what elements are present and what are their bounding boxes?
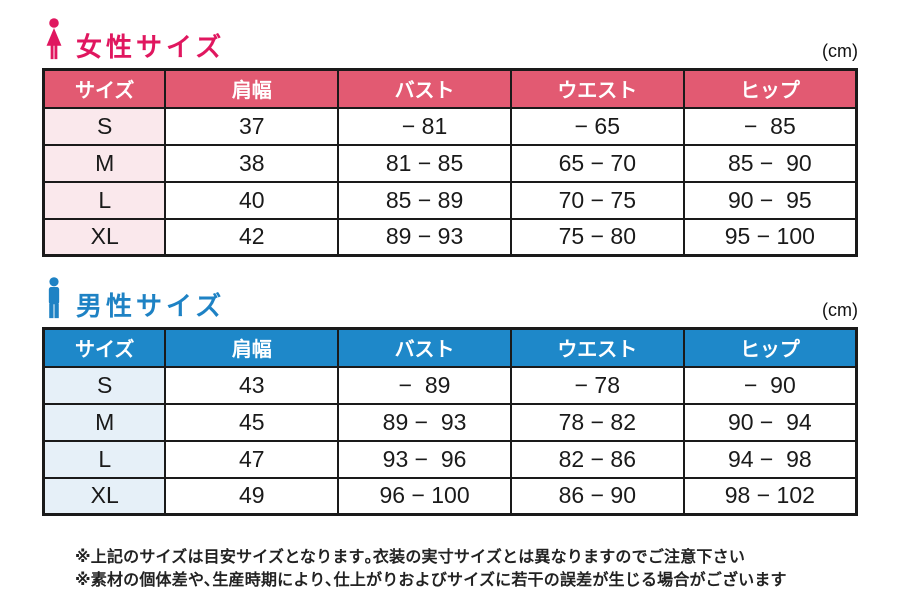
cell-shoulder: 45: [164, 402, 340, 442]
cell-bust: 89 − 93: [337, 217, 512, 257]
cell-hip: 95 − 100: [682, 217, 858, 257]
female-icon: [42, 18, 66, 62]
cell-shoulder: 47: [164, 439, 340, 479]
table-row: XL 49 96 − 100 86 − 90 98 − 102: [42, 476, 858, 516]
cell-shoulder: 43: [164, 365, 340, 405]
cell-hip: 98 − 102: [682, 476, 858, 516]
cell-size: XL: [42, 476, 167, 516]
col-header-bust: バスト: [337, 68, 512, 109]
table-row: L 40 85 − 89 70 − 75 90 − 95: [42, 180, 858, 220]
cell-size: S: [42, 106, 167, 146]
cell-shoulder: 38: [164, 143, 340, 183]
women-title-row: 女性サイズ (cm): [42, 18, 858, 62]
note-line: ※上記のサイズは目安サイズとなります｡衣装の実寸サイズとは異なりますのでご注意下…: [75, 549, 746, 566]
cell-size: M: [42, 402, 167, 442]
col-header-waist: ウエスト: [509, 68, 685, 109]
col-header-bust: バスト: [337, 327, 512, 368]
cell-shoulder: 37: [164, 106, 340, 146]
men-size-section: 男性サイズ (cm) サイズ 肩幅 バスト ウエスト ヒップ S 43: [42, 277, 858, 516]
cell-hip: 85 − 90: [682, 143, 858, 183]
cell-size: M: [42, 143, 167, 183]
cell-size: S: [42, 365, 167, 405]
women-header-row: サイズ 肩幅 バスト ウエスト ヒップ: [42, 68, 858, 109]
cell-bust: 85 − 89: [337, 180, 512, 220]
note-line: ※素材の個体差や､生産時期により､仕上がりおよびサイズに若干の誤差が生じる場合が…: [75, 572, 787, 590]
cell-waist: 78 − 82: [509, 402, 685, 442]
cell-size: XL: [42, 217, 167, 257]
table-row: XL 42 89 − 93 75 − 80 95 − 100: [42, 217, 858, 257]
cell-bust: − 81: [337, 106, 512, 146]
cell-hip: − 90: [682, 365, 858, 405]
col-header-size: サイズ: [42, 327, 167, 368]
cell-bust: 96 − 100: [337, 476, 512, 516]
cell-hip: − 85: [682, 106, 858, 146]
women-unit-label: (cm): [822, 41, 858, 61]
men-size-table: サイズ 肩幅 バスト ウエスト ヒップ S 43 − 89 − 78 − 90 …: [42, 327, 858, 516]
col-header-waist: ウエスト: [509, 327, 685, 368]
cell-waist: 70 − 75: [509, 180, 685, 220]
table-row: L 47 93 − 96 82 − 86 94 − 98: [42, 439, 858, 479]
cell-hip: 90 − 94: [682, 402, 858, 442]
women-size-table: サイズ 肩幅 バスト ウエスト ヒップ S 37 − 81 − 65 − 85 …: [42, 68, 858, 257]
men-unit-label: (cm): [822, 300, 858, 320]
col-header-hip: ヒップ: [682, 327, 858, 368]
men-header-row: サイズ 肩幅 バスト ウエスト ヒップ: [42, 327, 858, 368]
cell-hip: 94 − 98: [682, 439, 858, 479]
cell-shoulder: 42: [164, 217, 340, 257]
cell-size: L: [42, 180, 167, 220]
col-header-size: サイズ: [42, 68, 167, 109]
cell-shoulder: 40: [164, 180, 340, 220]
cell-size: L: [42, 439, 167, 479]
cell-shoulder: 49: [164, 476, 340, 516]
male-icon: [42, 277, 66, 321]
cell-hip: 90 − 95: [682, 180, 858, 220]
men-title-row: 男性サイズ (cm): [42, 277, 858, 321]
cell-waist: 82 − 86: [509, 439, 685, 479]
men-section-title: 男性サイズ: [76, 291, 226, 321]
cell-bust: 89 − 93: [337, 402, 512, 442]
table-row: M 38 81 − 85 65 − 70 85 − 90: [42, 143, 858, 183]
women-size-section: 女性サイズ (cm) サイズ 肩幅 バスト ウエスト ヒップ S 37: [42, 18, 858, 257]
table-row: S 37 − 81 − 65 − 85: [42, 106, 858, 146]
table-row: S 43 − 89 − 78 − 90: [42, 365, 858, 405]
cell-bust: − 89: [337, 365, 512, 405]
table-row: M 45 89 − 93 78 − 82 90 − 94: [42, 402, 858, 442]
col-header-hip: ヒップ: [682, 68, 858, 109]
cell-waist: − 65: [509, 106, 685, 146]
cell-bust: 81 − 85: [337, 143, 512, 183]
cell-waist: 75 − 80: [509, 217, 685, 257]
col-header-shoulder: 肩幅: [164, 327, 340, 368]
cell-waist: 86 − 90: [509, 476, 685, 516]
cell-bust: 93 − 96: [337, 439, 512, 479]
footer-notes: ※上記のサイズは目安サイズとなります｡衣装の実寸サイズとは異なりますのでご注意下…: [42, 546, 858, 590]
cell-waist: − 78: [509, 365, 685, 405]
col-header-shoulder: 肩幅: [164, 68, 340, 109]
cell-waist: 65 − 70: [509, 143, 685, 183]
women-section-title: 女性サイズ: [76, 32, 226, 62]
